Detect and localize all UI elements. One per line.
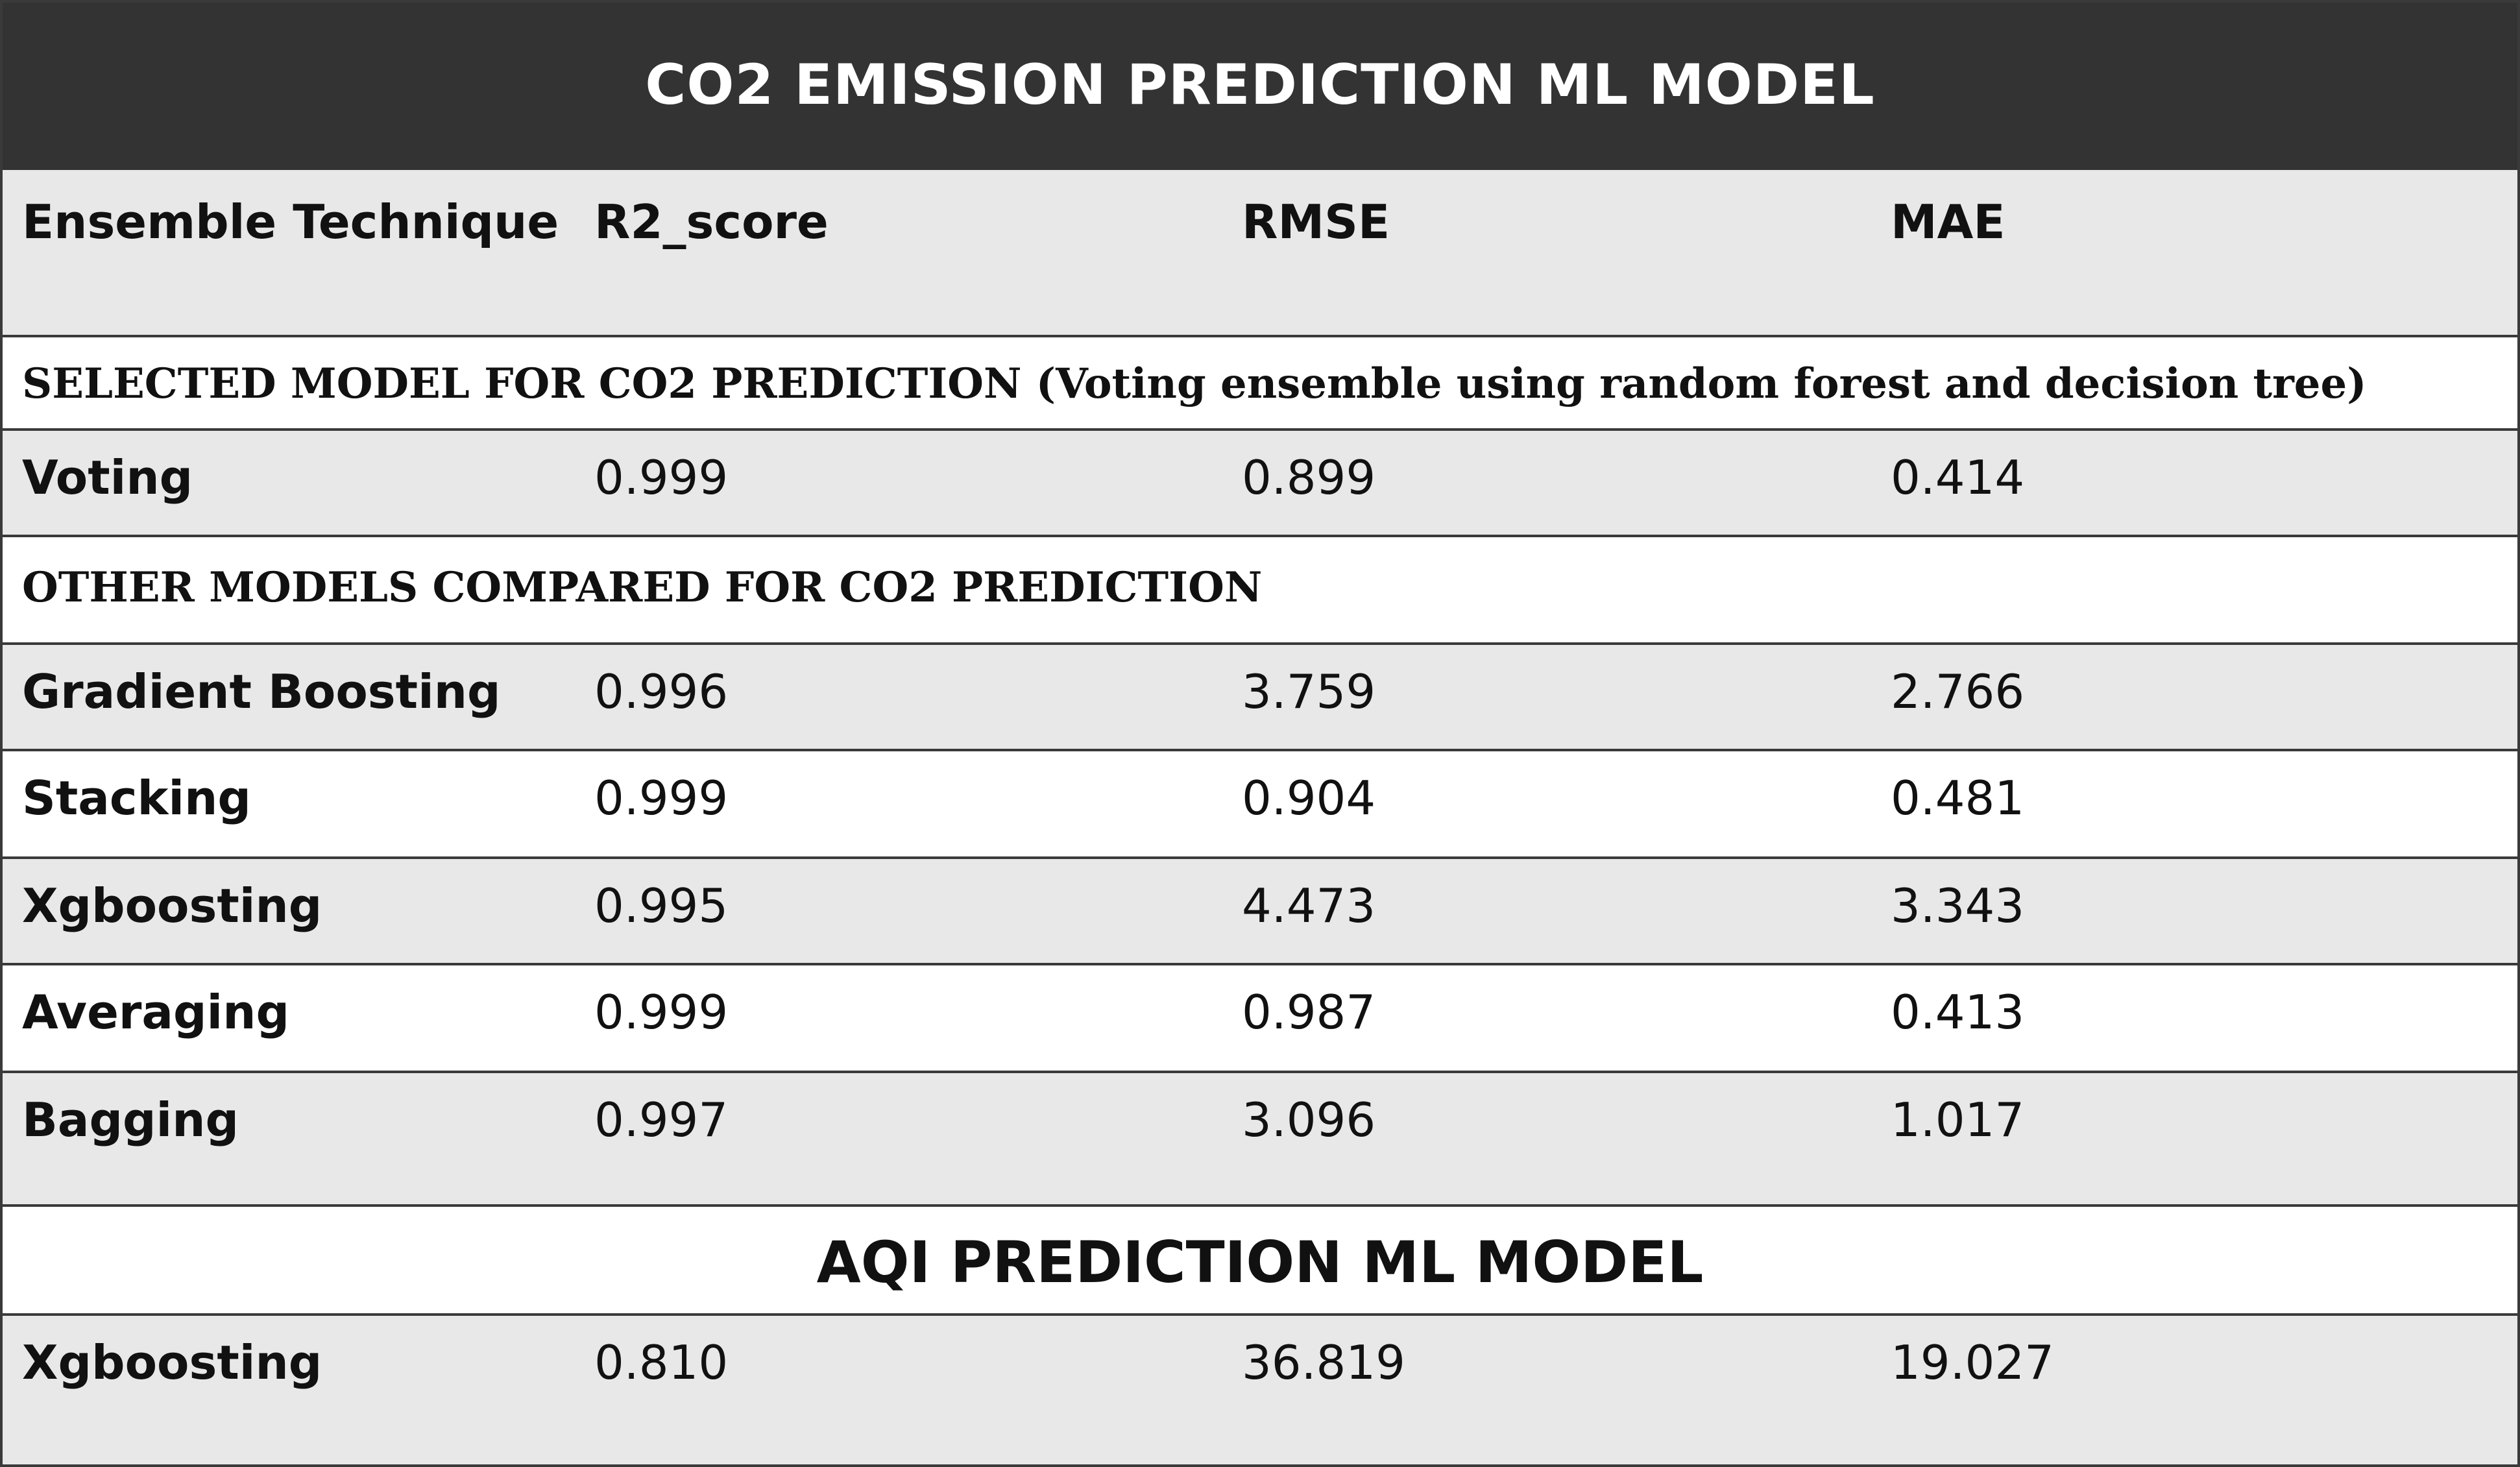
cell-mae: 0.481	[1891, 771, 2025, 825]
table-row: Averaging 0.999 0.987 0.413	[0, 965, 2520, 1073]
cell-rmse: 0.987	[1242, 985, 1376, 1039]
table-row: Gradient Boosting 0.996 3.759 2.766	[0, 645, 2520, 751]
table-row: Bagging 0.997 3.096 1.017	[0, 1073, 2520, 1207]
cell-technique: Bagging	[22, 1093, 239, 1147]
table-row: Xgboosting 0.810 36.819 19.027	[0, 1316, 2520, 1467]
cell-rmse: 36.819	[1242, 1335, 1405, 1390]
cell-mae: 1.017	[1891, 1093, 2025, 1147]
section-label-other: OTHER MODELS COMPARED FOR CO2 PREDICTION	[22, 563, 1263, 612]
cell-technique: Averaging	[22, 985, 290, 1039]
section-row-other: OTHER MODELS COMPARED FOR CO2 PREDICTION	[0, 537, 2520, 645]
cell-r2: 0.999	[594, 771, 729, 825]
column-header-mae: MAE	[1891, 195, 2005, 249]
cell-mae: 3.343	[1891, 879, 2025, 933]
cell-technique: Xgboosting	[22, 879, 322, 933]
cell-mae: 0.414	[1891, 450, 2025, 505]
table-title-bar: CO2 EMISSION PREDICTION ML MODEL	[0, 0, 2520, 170]
cell-r2: 0.996	[594, 664, 729, 719]
cell-rmse: 3.096	[1242, 1093, 1376, 1147]
aqi-title-row: AQI PREDICTION ML MODEL	[0, 1207, 2520, 1316]
column-header-row: Ensemble Technique R2_score RMSE MAE	[0, 170, 2520, 337]
cell-rmse: 0.899	[1242, 450, 1376, 505]
cell-r2: 0.995	[594, 879, 729, 933]
table-row: Stacking 0.999 0.904 0.481	[0, 751, 2520, 859]
cell-r2: 0.999	[594, 985, 729, 1039]
aqi-section-title: AQI PREDICTION ML MODEL	[816, 1229, 1704, 1296]
cell-rmse: 4.473	[1242, 879, 1376, 933]
column-header-technique: Ensemble Technique	[22, 195, 559, 249]
cell-rmse: 0.904	[1242, 771, 1376, 825]
cell-technique: Xgboosting	[22, 1335, 322, 1390]
cell-r2: 0.997	[594, 1093, 729, 1147]
cell-technique: Gradient Boosting	[22, 664, 501, 719]
cell-r2: 0.999	[594, 450, 729, 505]
table-title: CO2 EMISSION PREDICTION ML MODEL	[645, 53, 1875, 117]
column-header-r2: R2_score	[594, 195, 829, 249]
section-label-selected: SELECTED MODEL FOR CO2 PREDICTION (Votin…	[22, 359, 2367, 408]
column-header-rmse: RMSE	[1242, 195, 1390, 249]
cell-r2: 0.810	[594, 1335, 729, 1390]
cell-mae: 0.413	[1891, 985, 2025, 1039]
table-row: Xgboosting 0.995 4.473 3.343	[0, 859, 2520, 965]
section-row-selected: SELECTED MODEL FOR CO2 PREDICTION (Votin…	[0, 337, 2520, 431]
table-row: Voting 0.999 0.899 0.414	[0, 431, 2520, 537]
cell-rmse: 3.759	[1242, 664, 1376, 719]
cell-mae: 19.027	[1891, 1335, 2054, 1390]
cell-mae: 2.766	[1891, 664, 2025, 719]
cell-technique: Stacking	[22, 771, 251, 825]
cell-technique: Voting	[22, 450, 193, 505]
